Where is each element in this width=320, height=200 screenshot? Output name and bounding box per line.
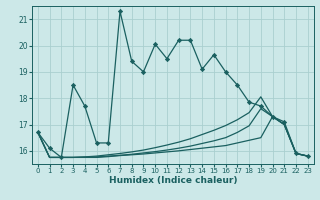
X-axis label: Humidex (Indice chaleur): Humidex (Indice chaleur) [108, 176, 237, 185]
